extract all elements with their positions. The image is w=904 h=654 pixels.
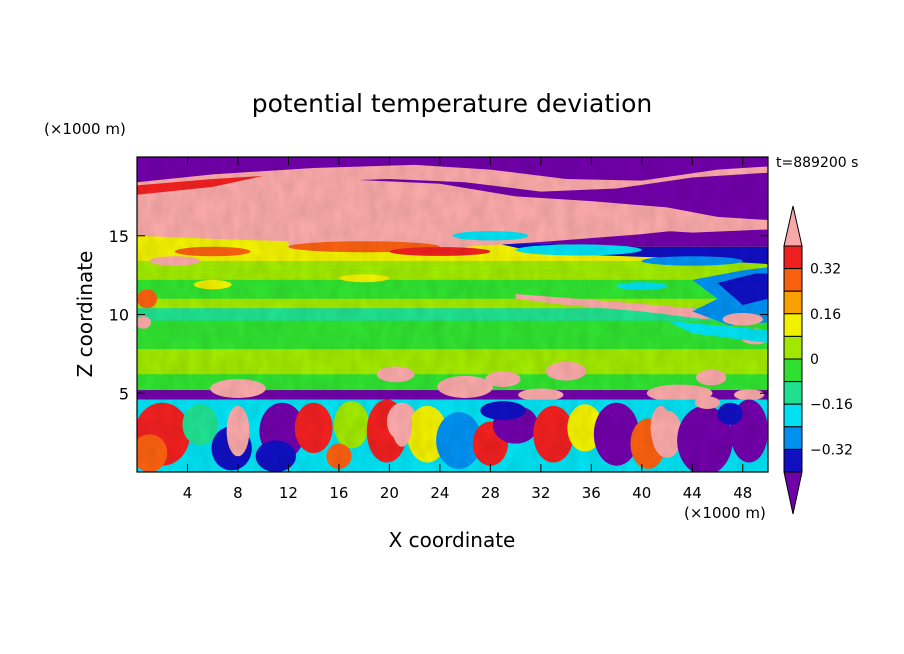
x-tick-label: 36 xyxy=(582,484,601,502)
colorbar-box xyxy=(783,268,803,292)
x-tick-label: 44 xyxy=(683,484,702,502)
y-axis: 5 10 15 xyxy=(109,227,768,403)
y-axis-label: Z coordinate xyxy=(73,251,97,378)
x-tick-label: 12 xyxy=(279,484,298,502)
colorbar-box xyxy=(783,335,803,360)
colorbar-label: 0.32 xyxy=(810,262,841,278)
colorbar-box xyxy=(783,403,803,428)
colorbar-label: 0 xyxy=(810,352,819,368)
x-tick-label: 20 xyxy=(380,484,399,502)
x-axis: 4 8 12 16 20 24 28 32 36 40 44 48 xyxy=(183,157,752,502)
x-tick-label: 40 xyxy=(632,484,651,502)
x-tick-label: 8 xyxy=(233,484,243,502)
colorbar-box xyxy=(783,426,803,450)
colorbar-extend-top xyxy=(783,205,803,247)
x-tick-label: 16 xyxy=(329,484,348,502)
y-tick-label: 15 xyxy=(109,227,129,246)
x-tick-label: 32 xyxy=(531,484,550,502)
colorbar-box xyxy=(783,313,803,337)
chart-title: potential temperature deviation xyxy=(252,89,652,118)
colorbar-box xyxy=(783,448,803,473)
colorbar-extend-bottom xyxy=(783,471,803,515)
x-tick-label: 28 xyxy=(481,484,500,502)
colorbar-box xyxy=(783,381,803,405)
y-unit-label: (×1000 m) xyxy=(44,120,126,138)
colorbar-label: −0.32 xyxy=(810,442,853,458)
x-tick-label: 4 xyxy=(183,484,193,502)
x-tick-label: 48 xyxy=(733,484,752,502)
colorbar-label: −0.16 xyxy=(810,397,853,413)
colorbar: 0.32 0.16 0 −0.16 −0.32 xyxy=(783,205,853,515)
colorbar-box xyxy=(783,245,803,270)
colorbar-box xyxy=(783,358,803,383)
x-tick-label: 24 xyxy=(430,484,449,502)
contour-field xyxy=(137,157,768,472)
colorbar-box xyxy=(783,290,803,315)
time-label: t=889200 s xyxy=(776,155,858,171)
y-tick-label: 5 xyxy=(119,384,129,403)
colorbar-label: 0.16 xyxy=(810,307,841,323)
y-tick-label: 10 xyxy=(109,306,129,325)
x-axis-label: X coordinate xyxy=(389,528,516,552)
x-unit-label: (×1000 m) xyxy=(684,504,766,522)
